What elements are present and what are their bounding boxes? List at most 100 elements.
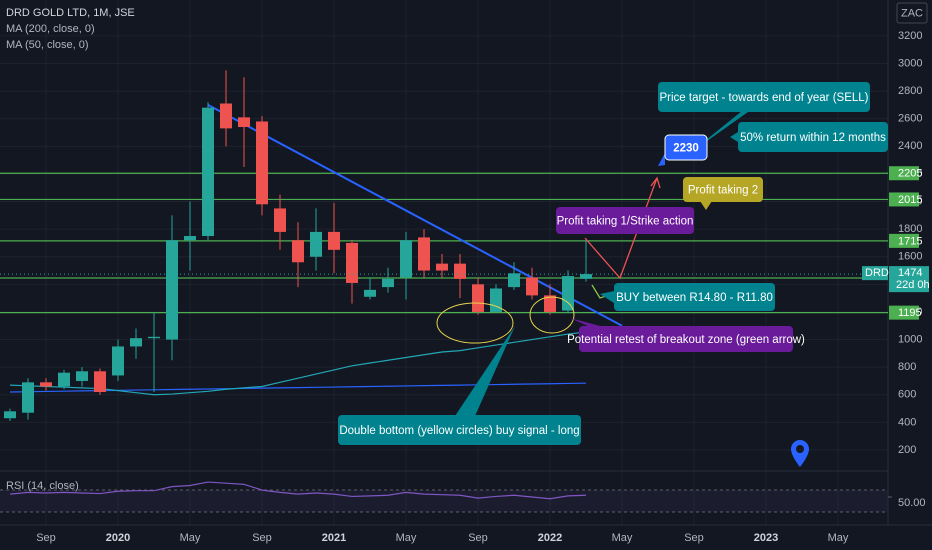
price-level-tag: [889, 233, 919, 248]
annotation-box: [556, 207, 694, 234]
price-level-tag: [889, 305, 919, 320]
x-tick-label: 2021: [322, 532, 346, 544]
callout-pointer: [570, 318, 604, 327]
x-tick-label: Sep: [684, 532, 704, 544]
last-price-tag: [889, 266, 929, 293]
countdown-label: 22d 0h: [896, 279, 930, 291]
candle-body: [472, 284, 484, 312]
currency-box: [896, 2, 928, 24]
candle-body: [562, 276, 574, 311]
candle-body: [256, 121, 268, 205]
x-tick-label: Sep: [468, 532, 488, 544]
candle-body: [148, 336, 160, 339]
annotation-box: [738, 122, 888, 152]
y-tick-label: 800: [898, 361, 916, 373]
callout-pointer: [730, 132, 738, 142]
candle-body: [4, 411, 16, 419]
x-tick-label: 2020: [106, 532, 130, 544]
annotation-box: [614, 283, 775, 311]
callout-pointer: [600, 291, 614, 303]
candle-body: [112, 346, 124, 376]
annotation-text: Profit taking 2: [688, 185, 758, 197]
y-tick-label: 1600: [898, 251, 922, 263]
price-level-label: 2015: [898, 194, 922, 206]
candle-body: [166, 240, 178, 340]
y-tick-label: 3200: [898, 30, 922, 42]
price-level-label: 2205: [898, 168, 922, 180]
candle-body: [292, 240, 304, 263]
y-tick-label: 1000: [898, 333, 922, 345]
candle-body: [400, 240, 412, 278]
annotation-text: Double bottom (yellow circles) buy signa…: [339, 425, 579, 437]
symbol-label: DRD: [865, 267, 889, 279]
candle-body: [76, 371, 88, 381]
x-tick-label: May: [612, 532, 633, 544]
chart-title: DRD GOLD LTD, 1M, JSE: [6, 7, 135, 19]
callout-pointer: [700, 201, 712, 210]
annotation-box: [683, 177, 763, 202]
price-level-label: 1195: [898, 307, 922, 319]
candle-body: [490, 288, 502, 312]
last-price-label: 1474: [898, 267, 922, 279]
y-tick-label: 1800: [898, 223, 922, 235]
callout-pointer: [455, 326, 515, 416]
candle-body: [454, 263, 466, 279]
candle-body: [346, 242, 358, 283]
annotation-text: BUY between R14.80 - R11.80: [616, 292, 773, 304]
candle-body: [274, 208, 286, 232]
annotation-text: 2230: [673, 143, 699, 155]
price-level-label: 1715: [898, 235, 922, 247]
candle-body: [310, 231, 322, 257]
candle-body: [202, 107, 214, 237]
arrow-head: [650, 176, 661, 189]
candle-body: [364, 289, 376, 297]
y-tick-label: 400: [898, 416, 916, 428]
annotation-box: [579, 326, 793, 352]
legend-entry: MA (50, close, 0): [6, 39, 89, 51]
rsi-band-fill: [0, 490, 888, 512]
candle-body: [58, 372, 70, 387]
x-tick-label: May: [180, 532, 201, 544]
trendline: [207, 104, 623, 327]
candle-body: [328, 231, 340, 250]
candle-body: [382, 278, 394, 288]
currency: ZAC: [901, 7, 923, 19]
yellow-circle: [436, 302, 514, 344]
price-level-tag: [889, 166, 919, 181]
candle-body: [40, 382, 52, 387]
annotation-text: Potential retest of breakout zone (green…: [567, 334, 805, 346]
annotation-box: [338, 415, 581, 445]
x-tick-label: 2023: [754, 532, 778, 544]
candle-body: [238, 117, 250, 127]
y-tick-label: 2400: [898, 140, 922, 152]
candle-body: [544, 295, 556, 312]
yellow-circle: [529, 296, 575, 334]
callout-pointer: [700, 111, 748, 146]
candle-body: [418, 237, 430, 271]
candle-body: [436, 263, 448, 271]
candle-body: [184, 236, 196, 241]
price-level-tag: [889, 192, 919, 207]
callout-pointer: [658, 153, 665, 166]
x-tick-label: Sep: [36, 532, 56, 544]
candle-body: [94, 371, 106, 393]
legend-entry: MA (200, close, 0): [6, 23, 95, 35]
annotation-box: [664, 134, 708, 161]
candle-body: [580, 274, 592, 279]
x-tick-label: May: [396, 532, 417, 544]
y-tick-label: 3000: [898, 57, 922, 69]
x-tick-label: Sep: [252, 532, 272, 544]
candle-body: [22, 382, 34, 413]
y-tick-label: 2800: [898, 85, 922, 97]
x-tick-label: May: [828, 532, 849, 544]
annotation-text: Profit taking 1/Strike action: [557, 216, 694, 228]
rsi-title: RSI (14, close): [6, 480, 79, 492]
y-tick-label: 200: [898, 444, 916, 456]
candle-body: [220, 103, 232, 129]
candle-body: [508, 273, 520, 288]
rsi-line: [9, 481, 587, 500]
candle-body: [130, 338, 142, 347]
annotation-box: [658, 82, 870, 112]
symbol-tag: [862, 266, 888, 281]
